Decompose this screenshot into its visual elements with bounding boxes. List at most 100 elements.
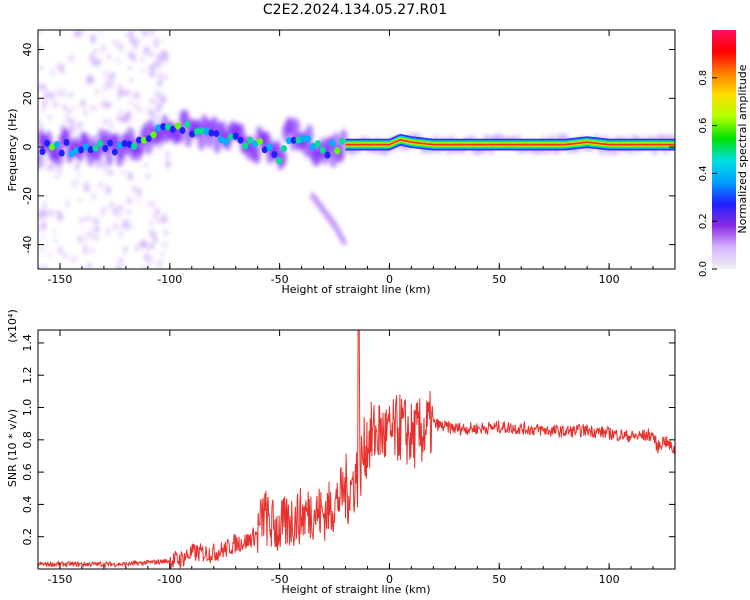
noise-speck xyxy=(100,206,107,215)
noise-speck xyxy=(130,52,136,61)
noise-speck xyxy=(129,77,133,83)
core-blob xyxy=(184,120,191,128)
noise-speck xyxy=(71,105,77,110)
core-blob xyxy=(300,135,307,143)
core-blob xyxy=(111,148,118,156)
noise-speck xyxy=(99,30,103,35)
noise-speck xyxy=(92,235,99,241)
noise-speck xyxy=(159,95,166,105)
core-blob xyxy=(179,127,186,135)
noise-speck xyxy=(76,173,81,178)
spectrogram-panel: -150 -100 -50 0 50 100 -40 -20 0 20 40 Height of … xyxy=(6,29,676,296)
noise-speck xyxy=(148,30,155,37)
noise-speck xyxy=(47,114,53,121)
noise-speck xyxy=(107,54,111,60)
noise-speck xyxy=(130,185,137,190)
noise-speck xyxy=(43,84,48,93)
noise-speck xyxy=(148,221,155,226)
snr-frame xyxy=(37,329,676,570)
noise-speck xyxy=(150,70,154,79)
noise-speck xyxy=(51,102,59,107)
noise-speck xyxy=(103,163,107,174)
noise-speck xyxy=(149,242,155,249)
noise-speck xyxy=(120,117,127,123)
noise-speck xyxy=(90,104,97,112)
noise-speck xyxy=(129,36,135,45)
noise-speck xyxy=(43,92,50,99)
ridge-halo xyxy=(126,127,135,146)
spectrogram-x-tick-label: 0 xyxy=(386,273,393,286)
core-blob xyxy=(256,138,263,146)
noise-speck xyxy=(80,217,86,222)
snr-y-axis: 0.2 0.4 0.6 0.8 1.0 1.2 1.4 xyxy=(21,334,675,545)
snr-x-axis: -150 -100 -50 0 50 100 xyxy=(37,330,676,586)
core-blob xyxy=(58,149,65,157)
colorbar-scale xyxy=(712,30,736,269)
core-blob xyxy=(116,141,123,149)
noise-speck xyxy=(55,165,62,172)
noise-speck xyxy=(112,222,120,231)
colorbar-tick-label: 0.2 xyxy=(698,213,709,229)
core-blob xyxy=(261,146,268,154)
noise-speck xyxy=(47,252,53,258)
snr-x-tick-label: -50 xyxy=(271,573,289,586)
noise-speck xyxy=(86,215,91,222)
noise-speck xyxy=(117,91,122,102)
noise-speck xyxy=(49,91,56,100)
noise-speck xyxy=(66,109,72,114)
core-blob xyxy=(290,136,297,144)
spectrogram-x-tick-label: -50 xyxy=(271,273,289,286)
noise-speck xyxy=(77,121,83,130)
noise-speck xyxy=(50,68,55,78)
noise-speck xyxy=(112,207,118,216)
noise-speck xyxy=(82,239,87,245)
noise-speck xyxy=(120,170,127,175)
noise-speck xyxy=(38,46,41,52)
core-blob xyxy=(242,142,249,150)
core-blob xyxy=(165,123,172,131)
snr-y-tick-label: 1.0 xyxy=(21,399,34,417)
core-blob xyxy=(68,150,75,158)
noise-speck xyxy=(98,159,105,168)
core-blob xyxy=(285,137,292,145)
figure-title: C2E2.2024.134.05.27.R01 xyxy=(263,2,447,18)
noise-speck xyxy=(157,72,162,80)
snr-y-tick-label: 0.8 xyxy=(21,431,34,449)
noise-speck xyxy=(158,144,162,151)
noise-speck xyxy=(53,238,59,244)
noise-speck xyxy=(105,102,112,109)
noise-speck xyxy=(125,209,132,215)
core-blob xyxy=(145,135,152,143)
noise-speck xyxy=(125,218,129,224)
snr-x-tick-label: -150 xyxy=(47,573,72,586)
core-blob xyxy=(281,145,288,153)
core-blob xyxy=(232,132,239,140)
colorbar-tick-label: 0.6 xyxy=(698,118,709,134)
noise-speck xyxy=(127,66,133,71)
core-blob xyxy=(92,144,99,152)
noise-speck xyxy=(70,125,76,134)
noise-speck xyxy=(71,180,78,188)
noise-speck xyxy=(153,238,159,243)
noise-speck xyxy=(155,61,162,68)
noise-speck xyxy=(109,202,114,209)
spectrogram-y-label: Frequency (Hz) xyxy=(6,109,19,192)
noise-speck xyxy=(94,225,100,233)
noise-speck xyxy=(134,244,139,252)
spectrogram-x-tick-label: 50 xyxy=(492,273,506,286)
noise-speck xyxy=(107,169,113,176)
noise-speck xyxy=(141,30,148,37)
noise-speck xyxy=(128,223,132,232)
core-blob xyxy=(319,146,326,154)
core-blob xyxy=(247,136,254,144)
noise-speck xyxy=(118,83,122,93)
core-blob xyxy=(140,136,147,144)
spectrogram-y-axis: -40 -20 0 20 40 xyxy=(21,43,675,254)
noise-speck xyxy=(149,99,156,104)
noise-speck xyxy=(150,201,157,208)
core-blob xyxy=(334,147,341,155)
noise-speck xyxy=(82,182,87,191)
noise-speck xyxy=(137,38,141,44)
colorbar-tick-label: 0.4 xyxy=(698,165,709,181)
colorbar-label: Normalized spectral amplitude xyxy=(736,64,749,233)
